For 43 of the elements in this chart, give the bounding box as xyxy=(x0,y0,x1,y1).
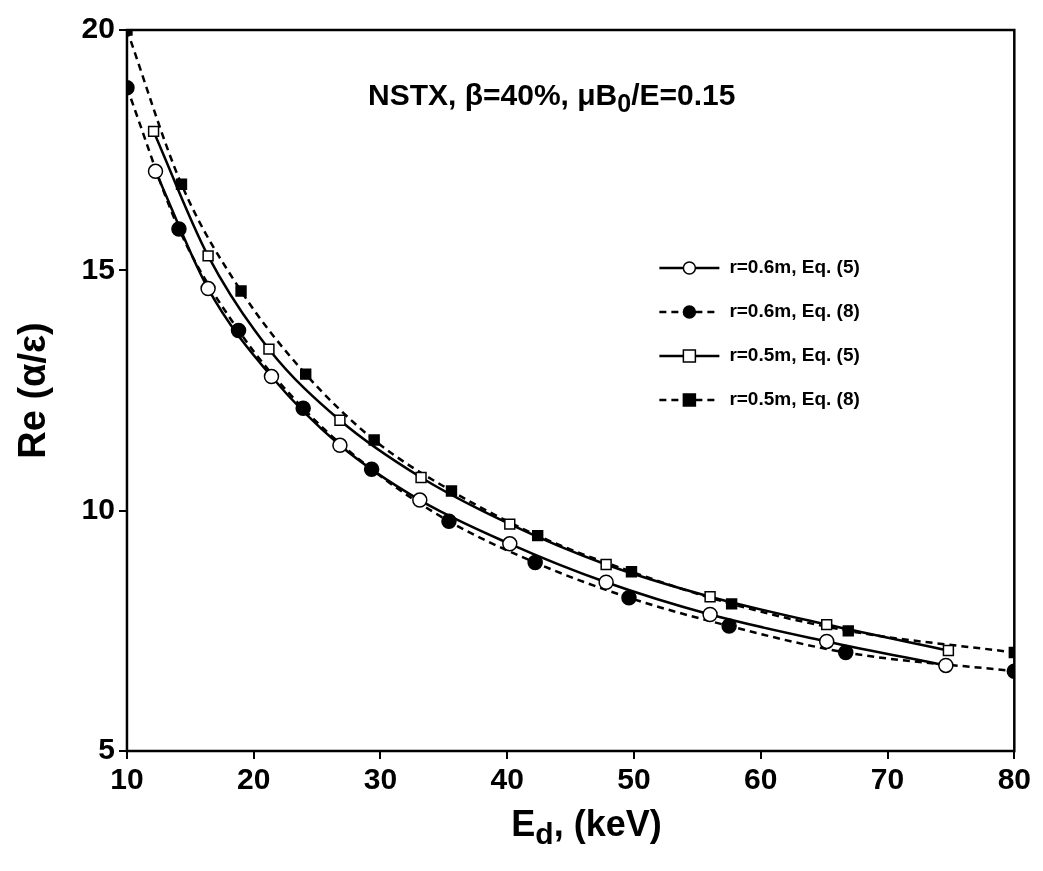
x-tick-label: 50 xyxy=(617,762,651,796)
x-axis-title: E$_{d}$, (keV) xyxy=(510,803,663,852)
x-tick-label: 70 xyxy=(870,762,905,796)
point xyxy=(600,558,612,571)
point xyxy=(818,633,835,650)
x-tick-label: 60 xyxy=(744,762,778,796)
x-tick-label: 80 xyxy=(997,762,1031,796)
point xyxy=(837,644,854,661)
point xyxy=(235,285,247,297)
point xyxy=(621,589,637,606)
point xyxy=(504,518,516,530)
x-tick-label: 40 xyxy=(490,762,524,796)
point xyxy=(147,125,160,138)
y-tick-label: 20 xyxy=(81,11,115,45)
x-tick-label: 30 xyxy=(363,762,398,796)
point xyxy=(300,368,312,380)
point xyxy=(527,554,543,571)
point xyxy=(200,280,216,297)
point xyxy=(263,343,275,355)
legend-label: r=0.6m, Eq. (8) xyxy=(729,300,860,322)
x-tick-label: 20 xyxy=(237,762,271,796)
point xyxy=(368,434,380,446)
point xyxy=(704,591,716,603)
text: NSTX, β=40%, μB$_{0}$/E=0.15 xyxy=(368,78,736,118)
point xyxy=(938,657,954,674)
point xyxy=(598,574,614,591)
y-tick-label: 10 xyxy=(81,491,115,525)
legend-label: r=0.6m, Eq. (5) xyxy=(729,256,860,278)
legend-label: r=0.5m, Eq. (5) xyxy=(729,344,860,366)
point xyxy=(415,471,427,484)
point xyxy=(702,606,718,623)
legend-label: r=0.5m, Eq. (8) xyxy=(729,388,860,410)
point xyxy=(942,644,955,657)
point xyxy=(332,437,348,454)
point xyxy=(412,492,428,508)
point xyxy=(147,163,164,180)
point xyxy=(263,368,280,385)
point xyxy=(334,414,346,426)
y-tick-label: 15 xyxy=(81,251,115,285)
point xyxy=(821,618,833,631)
point xyxy=(202,250,214,262)
y-axis-title: Re (α/ε) xyxy=(11,322,54,459)
point xyxy=(502,536,518,552)
